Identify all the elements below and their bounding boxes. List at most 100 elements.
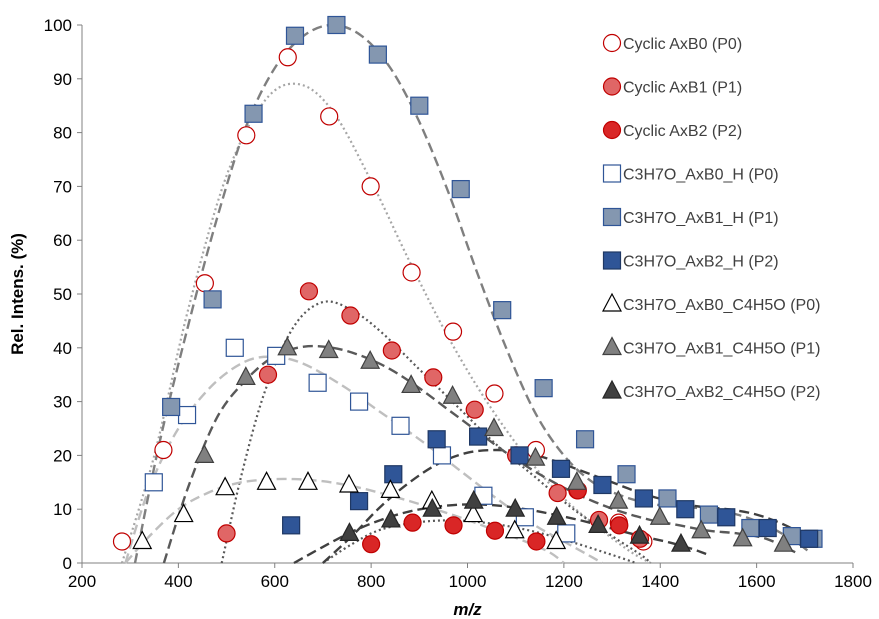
legend-item: Cyclic AxB0 (P0): [602, 33, 742, 53]
triangle-marker: [773, 532, 794, 552]
square-marker: [676, 500, 695, 519]
triangle-marker: [298, 471, 318, 490]
x-tick-label: 800: [357, 572, 385, 591]
x-tick-label: 1800: [834, 572, 872, 591]
x-tick-label: 600: [261, 572, 289, 591]
triangle-marker: [422, 497, 443, 517]
square-marker: [658, 489, 677, 508]
square-marker: [203, 290, 222, 309]
y-tick-label: 80: [53, 124, 72, 143]
series-6-points: [132, 471, 567, 550]
legend-label: C3H7O_AxB0_H (P0): [623, 167, 779, 184]
circle-marker: [485, 384, 504, 403]
legend-item: C3H7O_AxB1_C4H5O (P1): [602, 336, 820, 358]
circle-marker: [112, 532, 132, 551]
square-marker: [384, 465, 403, 484]
square-marker: [510, 446, 529, 465]
y-tick-label: 10: [53, 500, 72, 519]
trendline-series-0: [120, 82, 652, 564]
circle-marker: [424, 368, 443, 387]
circle-marker: [485, 521, 505, 540]
circle-marker: [154, 440, 173, 460]
circle-marker: [610, 516, 629, 535]
triangle-marker: [132, 530, 153, 550]
square-marker: [225, 338, 244, 357]
square-marker: [410, 96, 429, 115]
square-marker: [800, 529, 819, 548]
triangle-marker: [442, 384, 463, 404]
legend-label: C3H7O_AxB1_H (P1): [623, 210, 779, 227]
legend-square-icon: [602, 164, 622, 183]
square-marker: [634, 489, 653, 508]
square-marker: [717, 508, 736, 527]
square-marker: [349, 492, 369, 511]
square-marker: [699, 505, 719, 524]
y-tick-label: 40: [53, 339, 72, 358]
triangle-marker: [546, 505, 567, 525]
y-tick-label: 90: [53, 70, 72, 89]
series-5-points: [282, 427, 819, 548]
triangle-marker: [691, 519, 712, 539]
y-axis-title: Rel. Intens. (%): [8, 233, 27, 355]
circle-marker: [403, 513, 422, 532]
square-marker: [308, 373, 327, 392]
legend-label: Cyclic AxB0 (P0): [623, 36, 742, 53]
square-marker: [162, 397, 181, 417]
x-tick-label: 1200: [545, 572, 583, 591]
axes: 200 400 600 800 1000 1200 1400 1600 1800 0 10 20 30 4…: [8, 16, 872, 619]
legend-circle-icon: [602, 33, 622, 53]
y-tick-label: 70: [53, 177, 72, 196]
y-tick-label: 0: [63, 554, 72, 573]
circle-marker: [382, 341, 401, 360]
square-marker: [617, 465, 636, 484]
data-points: [112, 15, 823, 554]
triangle-marker: [629, 524, 650, 544]
x-tick-label: 1400: [641, 572, 679, 591]
triangle-marker: [525, 446, 546, 466]
triangle-marker: [649, 505, 670, 525]
square-marker: [144, 473, 163, 492]
triangle-marker: [338, 473, 359, 493]
legend-item: Cyclic AxB1 (P1): [602, 77, 742, 97]
legend-label: C3H7O_AxB2_C4H5O (P2): [623, 384, 820, 401]
circle-marker: [237, 126, 256, 145]
circle-marker: [278, 48, 297, 67]
legend-item: C3H7O_AxB0_H (P0): [602, 164, 779, 184]
legend-label: C3H7O_AxB1_C4H5O (P1): [623, 341, 820, 358]
y-tick-label: 30: [53, 393, 72, 412]
legend-item: C3H7O_AxB1_H (P1): [602, 207, 779, 227]
series-7-points: [194, 336, 794, 552]
square-marker: [177, 405, 197, 425]
square-marker: [391, 416, 410, 435]
legend-label: Cyclic AxB1 (P1): [623, 80, 742, 97]
circle-marker: [548, 483, 567, 503]
circle-marker: [258, 365, 278, 384]
triangle-marker: [401, 374, 422, 394]
square-marker: [427, 430, 446, 449]
triangle-marker: [235, 366, 256, 385]
circle-marker: [341, 306, 360, 325]
square-marker: [493, 301, 512, 320]
legend-label: C3H7O_AxB0_C4H5O (P0): [623, 297, 820, 314]
legend-triangle-icon: [602, 292, 622, 312]
triangle-marker: [339, 522, 360, 542]
triangle-marker: [277, 336, 298, 356]
square-marker: [282, 516, 301, 535]
legend-item: Cyclic AxB2 (P2): [602, 120, 742, 140]
legend-triangle-icon: [602, 336, 622, 356]
square-marker: [368, 45, 387, 64]
triangle-marker: [566, 471, 587, 490]
square-marker: [244, 104, 263, 123]
legend-item: C3H7O_AxB2_C4H5O (P2): [602, 379, 820, 401]
square-marker: [534, 379, 553, 398]
triangle-marker: [588, 514, 609, 533]
square-marker: [593, 475, 612, 495]
square-marker: [758, 518, 777, 538]
circle-marker: [443, 322, 463, 341]
triangle-marker: [484, 417, 504, 437]
x-tick-label: 200: [68, 572, 96, 591]
series-8-points: [339, 489, 691, 552]
legend-square-icon: [602, 207, 622, 227]
triangle-marker: [173, 503, 194, 523]
square-marker: [285, 26, 305, 45]
